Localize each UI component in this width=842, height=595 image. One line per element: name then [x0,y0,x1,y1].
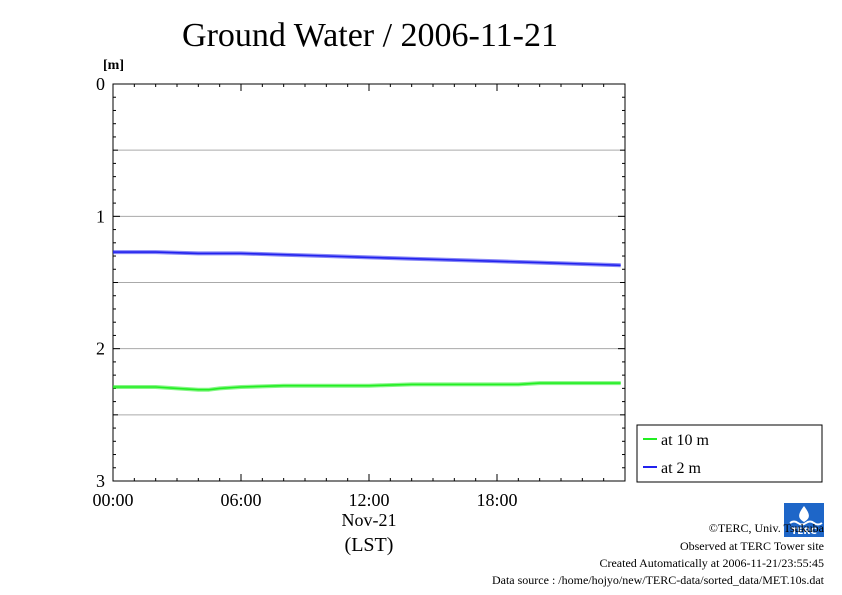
terc-logo: TERC [784,503,824,537]
axis-ticks: 0 1 2 300:00 06:00 12:00 18:00 [92,74,626,510]
x-tick-label: 12:00 [348,490,389,510]
legend-label-at-10m: at 10 m [661,432,710,449]
footer-created: Created Automatically at 2006-11-21/23:5… [599,556,824,570]
x-timezone-label: (LST) [345,534,394,556]
footer-copyright: ©TERC, Univ. Tsukuba [708,521,824,535]
y-unit-label: [m] [103,58,124,73]
legend: at 10 m at 2 m [636,424,823,483]
legend-label-at-2m: at 2 m [661,460,702,477]
chart-title: Ground Water / 2006-11-21 [182,17,558,54]
x-date-label: Nov-21 [342,510,397,530]
x-tick-label: 00:00 [92,490,133,510]
x-tick-label: 06:00 [220,490,261,510]
legend-box [636,424,823,483]
y-tick-label: 0 [96,74,105,94]
series-lines [113,250,621,392]
footer-observed: Observed at TERC Tower site [679,539,824,553]
y-tick-label: 2 [96,339,105,359]
y-tick-label: 3 [96,471,105,491]
y-tick-label: 1 [96,206,105,226]
footer-data-source: Data source : /home/hojyo/new/TERC-data/… [491,573,824,587]
series-line-at-2m [113,251,621,267]
gridlines [113,149,625,416]
x-tick-label: 18:00 [476,490,517,510]
logo-text: TERC [791,527,817,537]
series-line-at-10m [113,382,621,391]
